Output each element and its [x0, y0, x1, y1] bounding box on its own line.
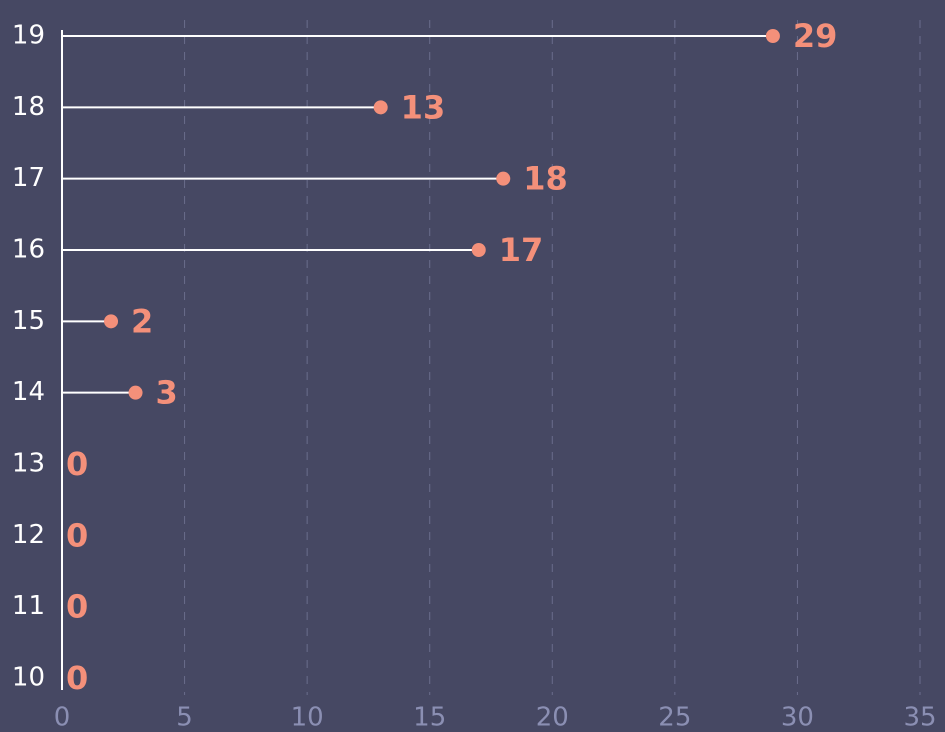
y-tick-label: 10	[12, 663, 45, 693]
y-tick-label: 13	[12, 449, 45, 479]
dot	[104, 314, 119, 329]
x-tick-label: 5	[176, 703, 193, 732]
value-label: 0	[66, 588, 88, 626]
y-tick-label: 17	[12, 163, 45, 193]
value-label: 3	[156, 374, 178, 412]
y-tick-label: 16	[12, 235, 45, 265]
value-label: 0	[66, 659, 88, 697]
y-tick-label: 11	[12, 591, 45, 621]
x-tick-label: 10	[291, 703, 324, 732]
x-tick-label: 35	[903, 703, 936, 732]
y-tick-label: 18	[12, 92, 45, 122]
value-label: 29	[793, 17, 838, 55]
x-tick-label: 0	[54, 703, 71, 732]
dot	[496, 171, 511, 186]
value-label: 2	[131, 302, 153, 340]
dot	[471, 243, 486, 257]
value-label: 0	[66, 516, 88, 554]
x-tick-label: 30	[781, 703, 814, 732]
dot	[765, 29, 780, 43]
value-label: 18	[523, 160, 568, 198]
y-tick-label: 14	[12, 377, 45, 407]
value-label: 13	[401, 88, 446, 126]
x-tick-label: 20	[536, 703, 569, 732]
y-tick-label: 19	[12, 21, 45, 51]
y-tick-label: 15	[12, 306, 45, 336]
value-label: 17	[499, 231, 544, 269]
dot	[373, 100, 388, 115]
x-tick-label: 15	[413, 703, 446, 732]
x-tick-label: 25	[658, 703, 691, 732]
y-tick-label: 12	[12, 520, 45, 550]
dot	[128, 385, 143, 400]
value-label: 0	[66, 445, 88, 483]
